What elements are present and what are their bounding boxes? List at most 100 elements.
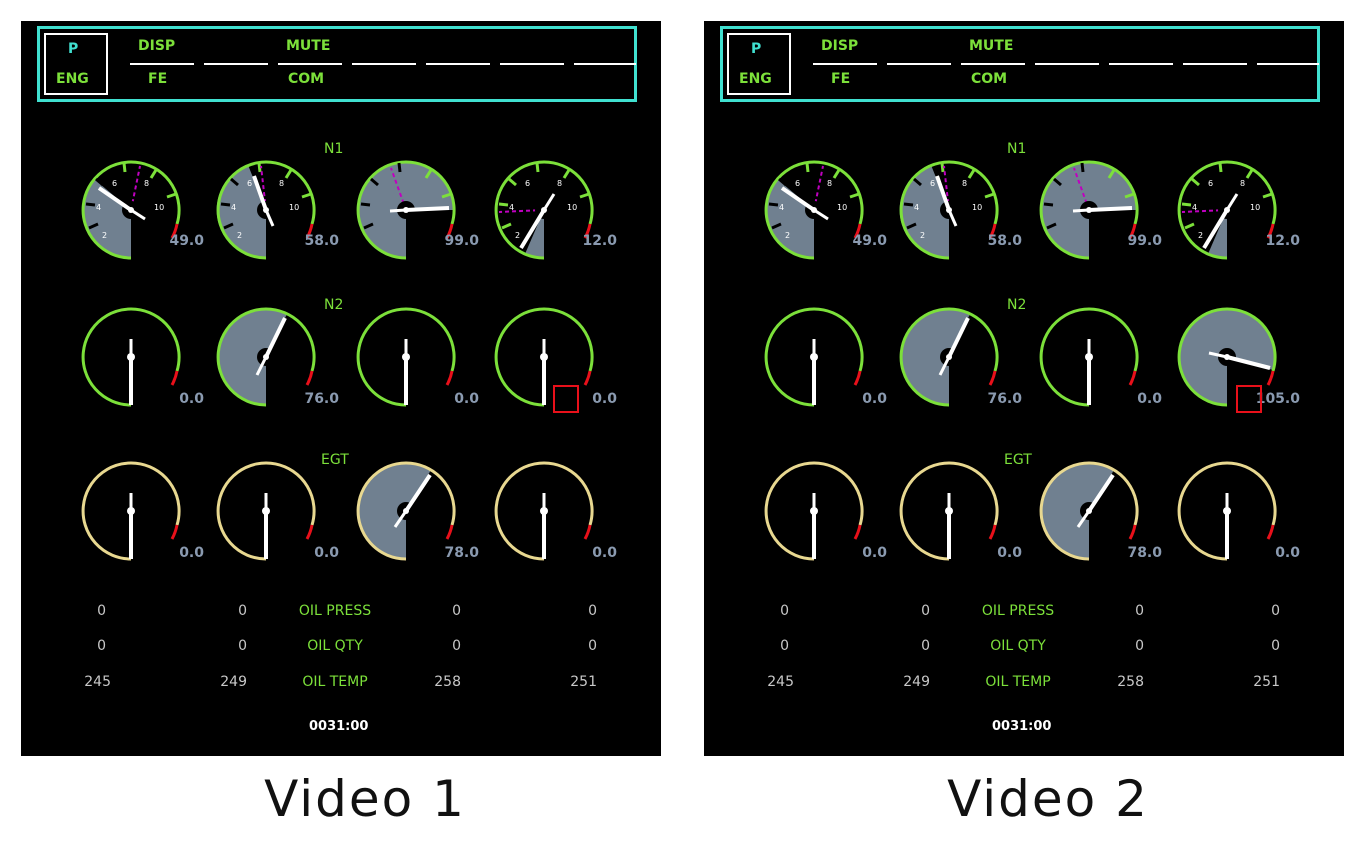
svg-text:2: 2 bbox=[237, 231, 242, 240]
oil-temp-1: 245 bbox=[767, 674, 794, 690]
menu-separator bbox=[961, 63, 1025, 65]
oil-qty-label: OIL QTY bbox=[990, 638, 1046, 654]
svg-text:4: 4 bbox=[96, 203, 101, 212]
svg-text:10: 10 bbox=[154, 203, 164, 212]
svg-text:6: 6 bbox=[795, 179, 800, 188]
oil-press-label: OIL PRESS bbox=[298, 603, 372, 619]
svg-text:6: 6 bbox=[112, 179, 117, 188]
n2-gauge-3 bbox=[1039, 307, 1139, 407]
n2-gauge-4 bbox=[1177, 307, 1277, 407]
n1-gauge-2: 2 4 6 8 10 bbox=[216, 160, 316, 260]
svg-text:2: 2 bbox=[920, 231, 925, 240]
n2-gauge-3 bbox=[356, 307, 456, 407]
svg-text:6: 6 bbox=[247, 179, 252, 188]
oil-press-4: 0 bbox=[1271, 603, 1280, 619]
svg-text:4: 4 bbox=[1192, 203, 1197, 212]
egt-gauge-4 bbox=[494, 461, 594, 561]
oil-qty-4: 0 bbox=[588, 638, 597, 654]
oil-press-1: 0 bbox=[97, 603, 106, 619]
n1-gauge-2-readout: 58.0 bbox=[987, 233, 1022, 249]
n1-gauge-3-readout: 99.0 bbox=[1127, 233, 1162, 249]
egt-gauge-1-readout: 0.0 bbox=[862, 545, 887, 561]
egt-gauge-3-readout: 78.0 bbox=[1127, 545, 1162, 561]
oil-temp-2: 249 bbox=[220, 674, 247, 690]
oil-press-1: 0 bbox=[780, 603, 789, 619]
egt-gauge-4-readout: 0.0 bbox=[592, 545, 617, 561]
oil-press-3: 0 bbox=[1135, 603, 1144, 619]
n1-gauge-3 bbox=[356, 160, 456, 260]
oil-press-4: 0 bbox=[588, 603, 597, 619]
menu-separator bbox=[1109, 63, 1173, 65]
page-eng-button[interactable]: P ENG bbox=[44, 33, 108, 95]
egt-gauge-2-readout: 0.0 bbox=[997, 545, 1022, 561]
n2-gauge-2-readout: 76.0 bbox=[987, 391, 1022, 407]
egt-gauge-4 bbox=[1177, 461, 1277, 561]
svg-text:2: 2 bbox=[1198, 231, 1203, 240]
n1-gauge-2: 2 4 6 8 10 bbox=[899, 160, 999, 260]
svg-text:8: 8 bbox=[557, 179, 562, 188]
svg-text:10: 10 bbox=[972, 203, 982, 212]
com-button[interactable]: COM bbox=[971, 71, 1008, 87]
n1-gauge-1-readout: 49.0 bbox=[852, 233, 887, 249]
menu-separator bbox=[1257, 63, 1319, 65]
caption-video-1: Video 1 bbox=[264, 770, 466, 828]
menu-bar: P ENG DISP FE MUTE COM bbox=[37, 26, 637, 102]
mute-button[interactable]: MUTE bbox=[969, 38, 1014, 54]
egt-gauge-3-readout: 78.0 bbox=[444, 545, 479, 561]
egt-gauge-2-readout: 0.0 bbox=[314, 545, 339, 561]
svg-text:10: 10 bbox=[567, 203, 577, 212]
egt-section-label: EGT bbox=[1004, 452, 1032, 468]
page-eng-button[interactable]: P ENG bbox=[727, 33, 791, 95]
oil-qty-2: 0 bbox=[921, 638, 930, 654]
disp-button[interactable]: DISP bbox=[821, 38, 859, 54]
oil-temp-2: 249 bbox=[903, 674, 930, 690]
engine-display-video-2: P ENG DISP FE MUTE COM N1 N2 EGT 2 4 6 8… bbox=[704, 21, 1344, 756]
n2-gauge-1 bbox=[764, 307, 864, 407]
menu-separator bbox=[1183, 63, 1247, 65]
n1-gauge-3-readout: 99.0 bbox=[444, 233, 479, 249]
egt-gauge-1 bbox=[81, 461, 181, 561]
oil-qty-1: 0 bbox=[97, 638, 106, 654]
fe-button[interactable]: FE bbox=[831, 71, 851, 87]
page-bottom-label: ENG bbox=[56, 71, 89, 87]
oil-temp-3: 258 bbox=[1117, 674, 1144, 690]
oil-qty-3: 0 bbox=[452, 638, 461, 654]
svg-text:6: 6 bbox=[1208, 179, 1213, 188]
oil-qty-1: 0 bbox=[780, 638, 789, 654]
n2-gauge-2-readout: 76.0 bbox=[304, 391, 339, 407]
svg-text:8: 8 bbox=[279, 179, 284, 188]
n1-section-label: N1 bbox=[1007, 141, 1027, 157]
menu-separator bbox=[204, 63, 268, 65]
menu-separator bbox=[500, 63, 564, 65]
caption-video-2: Video 2 bbox=[947, 770, 1149, 828]
n1-gauge-2-readout: 58.0 bbox=[304, 233, 339, 249]
svg-text:4: 4 bbox=[509, 203, 514, 212]
oil-press-label: OIL PRESS bbox=[981, 603, 1055, 619]
egt-gauge-2 bbox=[899, 461, 999, 561]
n2-gauge-2 bbox=[899, 307, 999, 407]
egt-gauge-3 bbox=[1039, 461, 1139, 561]
n2-gauge-4-readout: 105.0 bbox=[1255, 391, 1300, 407]
n2-gauge-1-readout: 0.0 bbox=[179, 391, 204, 407]
egt-gauge-3 bbox=[356, 461, 456, 561]
page-bottom-label: ENG bbox=[739, 71, 772, 87]
disp-button[interactable]: DISP bbox=[138, 38, 176, 54]
mute-button[interactable]: MUTE bbox=[286, 38, 331, 54]
svg-text:8: 8 bbox=[962, 179, 967, 188]
n2-section-label: N2 bbox=[1007, 297, 1027, 313]
svg-text:6: 6 bbox=[525, 179, 530, 188]
svg-text:10: 10 bbox=[1250, 203, 1260, 212]
n2-gauge-2 bbox=[216, 307, 316, 407]
oil-qty-label: OIL QTY bbox=[307, 638, 363, 654]
egt-gauge-2 bbox=[216, 461, 316, 561]
fe-button[interactable]: FE bbox=[148, 71, 168, 87]
n2-gauge-3-readout: 0.0 bbox=[1137, 391, 1162, 407]
n2-gauge-1 bbox=[81, 307, 181, 407]
oil-temp-label: OIL TEMP bbox=[985, 674, 1051, 690]
n1-section-label: N1 bbox=[324, 141, 344, 157]
n1-gauge-1: 2 4 6 8 10 bbox=[764, 160, 864, 260]
n1-gauge-4-readout: 12.0 bbox=[1265, 233, 1300, 249]
highlight-box bbox=[1236, 385, 1262, 413]
com-button[interactable]: COM bbox=[288, 71, 325, 87]
oil-temp-1: 245 bbox=[84, 674, 111, 690]
